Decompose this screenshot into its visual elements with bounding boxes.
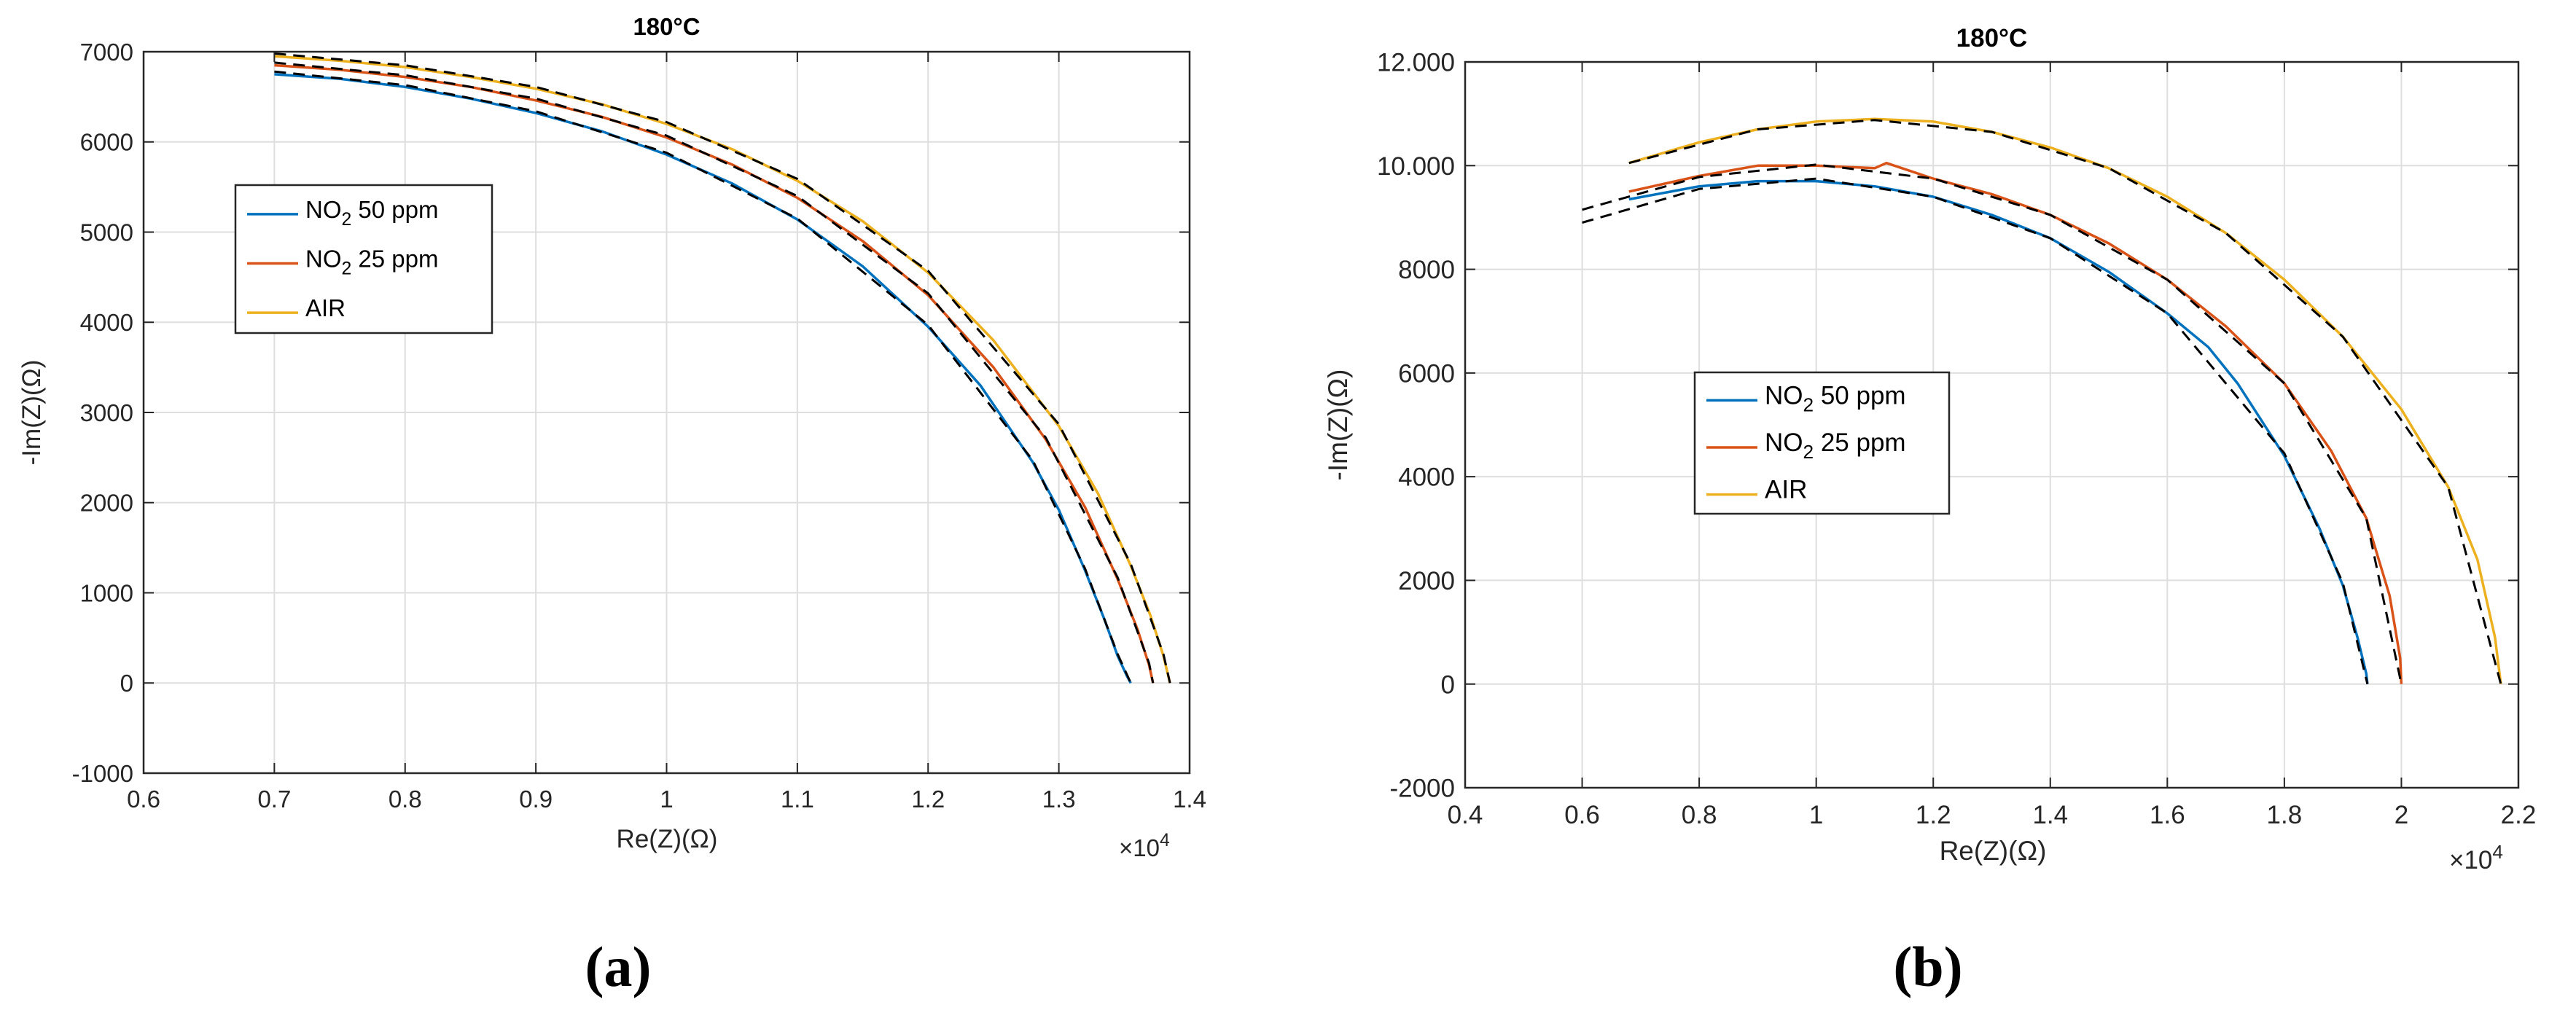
panel-label-b: (b) [1893, 935, 1962, 998]
y-tick-label: 5000 [80, 219, 133, 246]
y-tick-label: 6000 [1398, 359, 1455, 388]
x-exponent-power: 4 [2492, 841, 2503, 863]
x-tick-label: 1.4 [1173, 786, 1206, 813]
legend-subscript: 2 [1803, 394, 1814, 415]
data-layer [1582, 117, 2502, 685]
legend-entry-0: NO2 50 ppm [305, 196, 439, 230]
legend-subscript: 2 [342, 210, 352, 230]
legend-entry-1: NO2 25 ppm [305, 246, 439, 279]
fit-line-2 [1628, 119, 2502, 685]
x-tick-label: 0.8 [389, 786, 422, 813]
y-tick-label: 3000 [80, 399, 133, 426]
x-tick-label: 1.2 [1916, 801, 1951, 829]
x-tick-label: 1.2 [911, 786, 945, 813]
x-tick-label: 1.3 [1042, 786, 1076, 813]
fit-line-0 [1582, 177, 2369, 685]
chart-b: 0.4 0.6 0.8 1 1.2 1.4 1.6 1.8 2 2.2 -2000 0 2000 4000… [1323, 24, 2536, 874]
y-tick-label: 2000 [1398, 567, 1455, 595]
legend-entry-0: NO2 50 ppm [1765, 381, 1906, 415]
legend-entry-2: AIR [1765, 476, 1807, 504]
y-tick-label: -2000 [1389, 775, 1455, 803]
legend-box [234, 184, 493, 334]
x-exponent-power: 4 [1160, 831, 1170, 850]
x-tick-label: 0.8 [1682, 801, 1717, 829]
x-tick-label: 0.9 [519, 786, 553, 813]
legend-name: NO [1765, 428, 1803, 457]
x-tick-label: 0.4 [1448, 801, 1483, 829]
data-layer [274, 52, 1171, 684]
chart-title: 180°C [633, 13, 700, 40]
legend-name-rest: 50 ppm [1814, 381, 1905, 410]
x-tick-label: 1.6 [2150, 801, 2185, 829]
legend-subscript: 2 [342, 259, 352, 279]
legend-name: NO [1765, 381, 1803, 410]
y-tick-label: -1000 [72, 760, 133, 787]
y-tick-label: 10.000 [1377, 152, 1455, 181]
y-tick-label: 4000 [80, 309, 133, 336]
x-tick-label: 1.4 [2032, 801, 2068, 829]
chart-a: 0.6 0.7 0.8 0.9 1 1.1 1.2 1.3 1.4 -1000 0 1000 2000 3… [17, 13, 1206, 861]
y-tick-label: 4000 [1398, 463, 1455, 492]
series-line-2 [1628, 117, 2502, 684]
legend-name-rest: 50 ppm [351, 196, 438, 223]
x-tick-label: 1 [1809, 801, 1823, 829]
x-exponent-label: ×104 [1119, 831, 1170, 861]
series-line-1 [274, 63, 1155, 684]
x-exponent-base: ×10 [1119, 834, 1160, 861]
legend-name: AIR [1765, 476, 1807, 504]
fit-line-1 [1582, 163, 2403, 685]
y-axis-label: -Im(Z)(Ω) [17, 360, 46, 466]
x-tick-label: 0.6 [1564, 801, 1600, 829]
fit-line-1 [274, 61, 1155, 684]
y-tick-label: 0 [1441, 670, 1455, 699]
legend-subscript: 2 [1803, 441, 1814, 463]
x-axis-label: Re(Z)(Ω) [617, 825, 718, 853]
legend-name: AIR [305, 294, 346, 321]
legend-name: NO [305, 246, 342, 273]
chart-title: 180°C [1956, 24, 2028, 52]
x-tick-label: 1.8 [2267, 801, 2303, 829]
panel-label-a: (a) [585, 935, 652, 998]
x-tick-label: 1.1 [781, 786, 814, 813]
legend-name: NO [305, 196, 342, 223]
y-tick-label: 8000 [1398, 256, 1455, 284]
y-tick-label: 0 [120, 670, 133, 697]
x-tick-label: 1 [660, 786, 673, 813]
x-tick-label: 2 [2394, 801, 2408, 829]
y-tick-label: 6000 [80, 129, 133, 156]
legend-name-rest: 25 ppm [1814, 428, 1905, 457]
x-tick-label: 2.2 [2501, 801, 2537, 829]
y-axis-label: -Im(Z)(Ω) [1323, 369, 1353, 481]
axes-box [1464, 60, 2520, 789]
x-tick-label: 0.6 [127, 786, 160, 813]
legend-name-rest: 25 ppm [351, 246, 438, 273]
legend-box [1693, 371, 1951, 515]
y-tick-label: 1000 [80, 579, 133, 606]
x-tick-label: 0.7 [257, 786, 291, 813]
x-exponent-label: ×104 [2449, 841, 2503, 874]
legend-entry-1: NO2 25 ppm [1765, 428, 1906, 463]
y-tick-label: 12.000 [1377, 49, 1455, 77]
plot-area [1465, 62, 2518, 788]
legend-entry-2: AIR [305, 294, 346, 321]
fit-line-2 [274, 52, 1171, 684]
y-tick-label: 2000 [80, 490, 133, 517]
x-axis-label: Re(Z)(Ω) [1940, 836, 2047, 866]
fit-line-0 [274, 70, 1132, 684]
y-tick-label: 7000 [80, 39, 133, 66]
x-exponent-base: ×10 [2449, 846, 2492, 874]
